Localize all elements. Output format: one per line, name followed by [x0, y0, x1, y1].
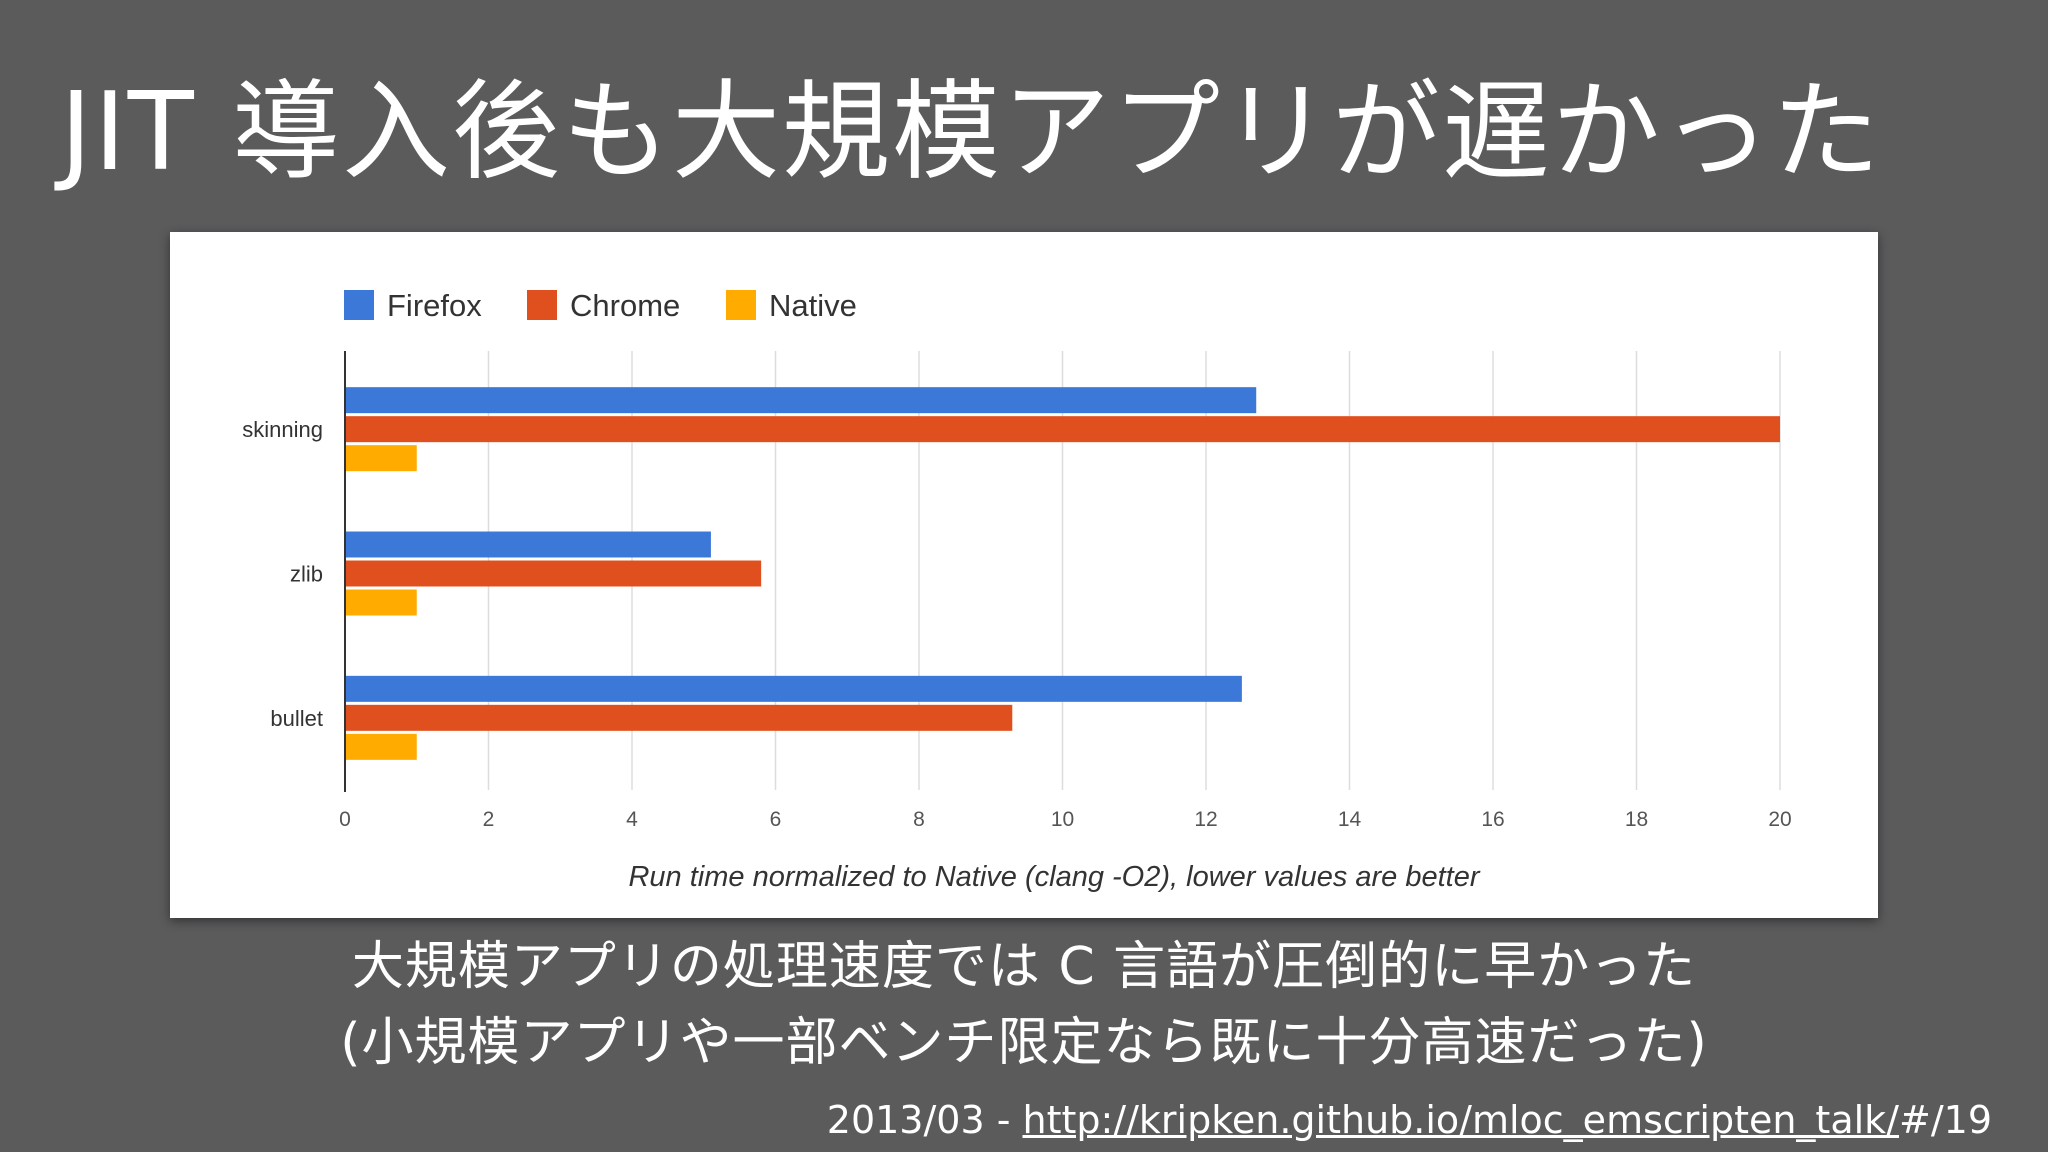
source-anchor: #/19 [1899, 1098, 1992, 1142]
bar-firefox-zlib [346, 531, 711, 558]
x-tick-label: 6 [770, 808, 782, 831]
slide-title: JIT 導入後も大規模アプリが遅かった [60, 70, 1883, 195]
x-tick-label: 20 [1768, 808, 1791, 831]
caption-line-2: (小規模アプリや一部ベンチ限定なら既に十分高速だった) [340, 1013, 1708, 1073]
x-axis-title: Run time normalized to Native (clang -O2… [628, 861, 1480, 893]
bar-native-bullet [346, 733, 417, 760]
category-label-zlib: zlib [290, 562, 323, 587]
source-link[interactable]: http://kripken.github.io/mloc_emscripten… [1022, 1098, 1900, 1142]
x-tick-label: 12 [1194, 808, 1217, 831]
category-labels: skinning zlib bullet [242, 417, 323, 731]
caption-line-1: 大規模アプリの処理速度では C 言語が圧倒的に早かった [351, 937, 1697, 997]
x-tick-label: 10 [1051, 808, 1074, 831]
bar-chrome-skinning [346, 416, 1780, 443]
category-label-bullet: bullet [270, 706, 323, 731]
legend-swatch-native [726, 290, 756, 320]
legend-swatch-firefox [344, 290, 374, 320]
bar-native-skinning [346, 445, 417, 472]
legend-label-chrome: Chrome [570, 288, 680, 323]
x-tick-label: 0 [339, 808, 351, 831]
bar-chart: Firefox Chrome Native skinning zlib bullet 0… [242, 288, 1792, 893]
bar-chrome-zlib [346, 560, 762, 587]
x-tick-label: 2 [483, 808, 495, 831]
bar-firefox-skinning [346, 387, 1257, 414]
x-tick-labels: 0 2 4 6 8 10 12 14 16 18 20 [339, 808, 1792, 831]
x-tick-label: 18 [1625, 808, 1648, 831]
bars [346, 387, 1780, 760]
source-date: 2013/03 - [826, 1098, 1023, 1142]
x-tick-label: 14 [1338, 808, 1362, 831]
category-label-skinning: skinning [242, 417, 323, 442]
x-tick-label: 16 [1481, 808, 1504, 831]
x-tick-label: 8 [913, 808, 925, 831]
legend-swatch-chrome [527, 290, 557, 320]
x-tick-label: 4 [626, 808, 638, 831]
source-citation: 2013/03 - http://kripken.github.io/mloc_… [827, 1098, 1992, 1144]
legend-label-firefox: Firefox [387, 288, 482, 323]
bar-native-zlib [346, 589, 417, 616]
chart-panel: Firefox Chrome Native skinning zlib bullet 0… [170, 232, 1878, 918]
legend-label-native: Native [769, 288, 857, 323]
bar-firefox-bullet [346, 675, 1242, 702]
bar-chrome-bullet [346, 704, 1013, 731]
legend: Firefox Chrome Native [344, 288, 857, 323]
